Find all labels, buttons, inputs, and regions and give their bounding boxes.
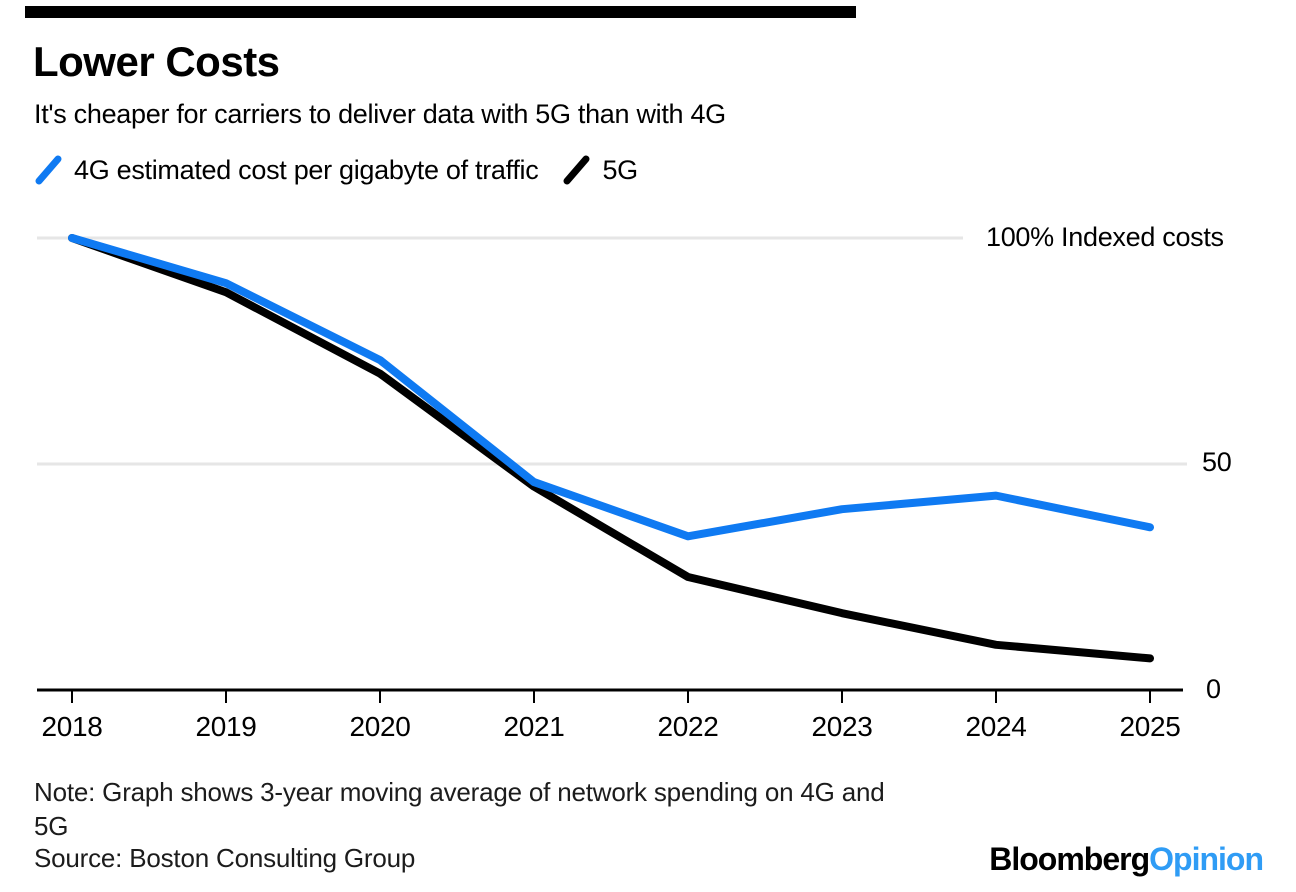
x-axis-label-2023: 2023 bbox=[811, 711, 873, 742]
line-swatch-icon bbox=[35, 155, 62, 185]
x-axis-label-2024: 2024 bbox=[965, 711, 1027, 742]
chart-subtitle: It's cheaper for carriers to deliver dat… bbox=[34, 99, 726, 129]
x-axis-label-2021: 2021 bbox=[503, 711, 565, 742]
x-axis-label-2025: 2025 bbox=[1119, 711, 1181, 742]
y-axis-label-50: 50 bbox=[1202, 447, 1232, 477]
legend-label-5g: 5G bbox=[602, 154, 638, 185]
line-swatch-icon bbox=[563, 155, 590, 185]
series-line-5g bbox=[68, 234, 1154, 663]
x-axis-label-2020: 2020 bbox=[349, 711, 411, 742]
y-axis-label-0: 0 bbox=[1206, 674, 1221, 704]
x-axis-label-2018: 2018 bbox=[41, 711, 103, 742]
logo-opinion-text: Opinion bbox=[1149, 841, 1264, 877]
chart-source: Source: Boston Consulting Group bbox=[34, 843, 416, 873]
bloomberg-opinion-logo: BloombergOpinion bbox=[989, 841, 1264, 878]
x-axis-label-2022: 2022 bbox=[657, 711, 719, 742]
y-axis-label-100: 100% Indexed costs bbox=[986, 222, 1224, 252]
logo-bloomberg-text: Bloomberg bbox=[989, 841, 1150, 877]
chart-title: Lower Costs bbox=[33, 38, 280, 85]
legend-item-4g: 4G estimated cost per gigabyte of traffi… bbox=[34, 153, 539, 187]
top-rule-bar bbox=[25, 6, 856, 18]
legend-item-5g: 5G bbox=[562, 153, 638, 187]
chart-note: Note: Graph shows 3-year moving average … bbox=[34, 777, 885, 841]
chart-legend: 4G estimated cost per gigabyte of traffi… bbox=[34, 153, 638, 187]
x-axis-label-2019: 2019 bbox=[195, 711, 257, 742]
legend-label-4g: 4G estimated cost per gigabyte of traffi… bbox=[74, 154, 539, 185]
series-line-4g bbox=[68, 234, 1154, 541]
